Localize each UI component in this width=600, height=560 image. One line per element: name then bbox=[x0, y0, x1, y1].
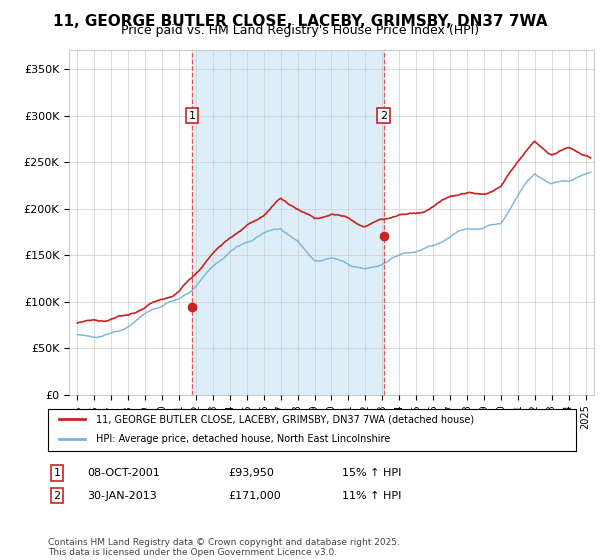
Text: Contains HM Land Registry data © Crown copyright and database right 2025.
This d: Contains HM Land Registry data © Crown c… bbox=[48, 538, 400, 557]
Text: £171,000: £171,000 bbox=[228, 491, 281, 501]
Text: 08-OCT-2001: 08-OCT-2001 bbox=[87, 468, 160, 478]
Text: 11, GEORGE BUTLER CLOSE, LACEBY, GRIMSBY, DN37 7WA: 11, GEORGE BUTLER CLOSE, LACEBY, GRIMSBY… bbox=[53, 14, 547, 29]
Text: 15% ↑ HPI: 15% ↑ HPI bbox=[342, 468, 401, 478]
Text: 30-JAN-2013: 30-JAN-2013 bbox=[87, 491, 157, 501]
Text: 11% ↑ HPI: 11% ↑ HPI bbox=[342, 491, 401, 501]
Text: Price paid vs. HM Land Registry's House Price Index (HPI): Price paid vs. HM Land Registry's House … bbox=[121, 24, 479, 37]
Text: £93,950: £93,950 bbox=[228, 468, 274, 478]
Text: 11, GEORGE BUTLER CLOSE, LACEBY, GRIMSBY, DN37 7WA (detached house): 11, GEORGE BUTLER CLOSE, LACEBY, GRIMSBY… bbox=[95, 414, 473, 424]
Text: 1: 1 bbox=[188, 110, 196, 120]
Bar bbox=[192, 50, 383, 395]
Text: 2: 2 bbox=[380, 110, 387, 120]
Text: 1: 1 bbox=[53, 468, 61, 478]
Text: 2: 2 bbox=[53, 491, 61, 501]
Text: HPI: Average price, detached house, North East Lincolnshire: HPI: Average price, detached house, Nort… bbox=[95, 434, 390, 444]
